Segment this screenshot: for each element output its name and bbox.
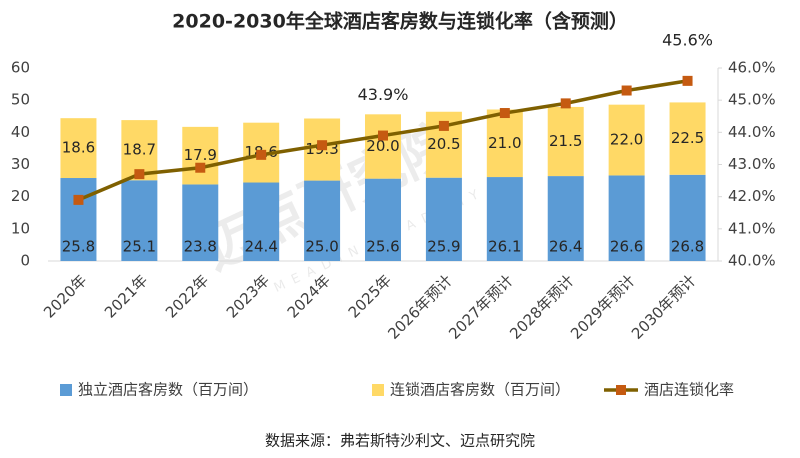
y-tick-label: 60 [11, 59, 30, 77]
x-tick-label: 2025年 [345, 271, 395, 321]
bar-value-label: 25.0 [305, 238, 338, 256]
bar [547, 106, 584, 177]
line-value-label: 45.6% [662, 30, 713, 49]
bar-value-label: 18.7 [123, 141, 156, 159]
bar [182, 184, 219, 261]
line-marker [195, 162, 206, 173]
line-marker [621, 85, 632, 96]
y2-tick-label: 40.0% [728, 252, 776, 270]
y2-tick-label: 44.0% [728, 123, 776, 141]
bar-value-label: 26.4 [549, 238, 582, 256]
bar-value-label: 26.8 [671, 238, 704, 256]
y-tick-label: 20 [11, 187, 30, 205]
bar [425, 177, 462, 261]
line-marker [134, 169, 145, 180]
bar-value-label: 25.6 [366, 238, 399, 256]
x-tick-label: 2021年 [101, 271, 151, 321]
bar [60, 178, 97, 261]
bar [486, 177, 523, 261]
y-tick-label: 50 [11, 91, 30, 109]
legend-label: 酒店连锁化率 [644, 381, 734, 399]
chart-title: 2020-2030年全球酒店客房数与连锁化率（含预测） [172, 10, 628, 33]
line-marker [560, 98, 571, 109]
bar-value-label: 21.0 [488, 134, 521, 152]
line-marker [73, 194, 84, 205]
x-tick-label: 2028年预计 [506, 271, 578, 343]
y-tick-label: 30 [11, 155, 30, 173]
bar-value-label: 22.0 [610, 131, 643, 149]
x-tick-label: 2027年预计 [445, 271, 517, 343]
bar [304, 180, 341, 261]
y2-tick-label: 46.0% [728, 59, 776, 77]
source-note: 数据来源：弗若斯特沙利文、迈点研究院 [265, 432, 535, 450]
line-marker [499, 108, 510, 119]
bar-value-label: 22.5 [671, 129, 704, 147]
legend-label: 连锁酒店客房数（百万间） [390, 381, 570, 399]
bar [608, 104, 645, 176]
line-marker [378, 130, 388, 141]
bar [60, 118, 97, 179]
bar-value-label: 24.4 [244, 238, 277, 256]
y2-tick-label: 41.0% [728, 219, 776, 237]
bar-value-label: 20.0 [366, 137, 399, 155]
bar [669, 174, 706, 261]
y2-tick-label: 43.0% [728, 155, 776, 173]
bar [365, 114, 401, 179]
bar [608, 175, 645, 261]
bar [121, 180, 158, 261]
line-marker [438, 120, 449, 131]
bar-value-label: 26.6 [610, 238, 643, 256]
bar-value-label: 26.1 [488, 238, 521, 256]
bar-value-label: 17.9 [184, 146, 217, 164]
line-value-label: 43.9% [358, 85, 409, 104]
bar [486, 109, 523, 178]
bar [547, 176, 584, 261]
x-tick-label: 2020年 [40, 271, 90, 321]
y-tick-label: 0 [20, 252, 30, 270]
line-marker [256, 149, 267, 160]
y-tick-label: 10 [11, 219, 30, 237]
bar-value-label: 25.1 [123, 238, 156, 256]
x-tick-label: 2026年预计 [384, 271, 456, 343]
bar [365, 178, 401, 261]
x-tick-label: 2022年 [162, 271, 212, 321]
bar-value-label: 20.5 [427, 135, 460, 153]
bar-value-label: 23.8 [184, 238, 217, 256]
x-tick-label: 2030年预计 [628, 271, 700, 343]
bar-value-label: 18.6 [62, 139, 95, 157]
legend-marker [616, 385, 626, 395]
y-tick-label: 40 [11, 123, 30, 141]
legend-swatch [60, 384, 72, 396]
legend-label: 独立酒店客房数（百万间） [78, 381, 258, 399]
line-marker [682, 75, 693, 86]
bar [182, 126, 219, 185]
bar-value-label: 25.9 [427, 238, 460, 256]
x-tick-label: 2023年 [223, 271, 273, 321]
bar [669, 102, 706, 175]
y2-tick-label: 42.0% [728, 187, 776, 205]
y2-tick-label: 45.0% [728, 91, 776, 109]
bar-value-label: 21.5 [549, 132, 582, 150]
x-tick-label: 2029年预计 [567, 271, 639, 343]
bar [243, 182, 280, 261]
legend-swatch [372, 384, 384, 396]
line-marker [317, 140, 328, 151]
bar-value-label: 25.8 [62, 238, 95, 256]
